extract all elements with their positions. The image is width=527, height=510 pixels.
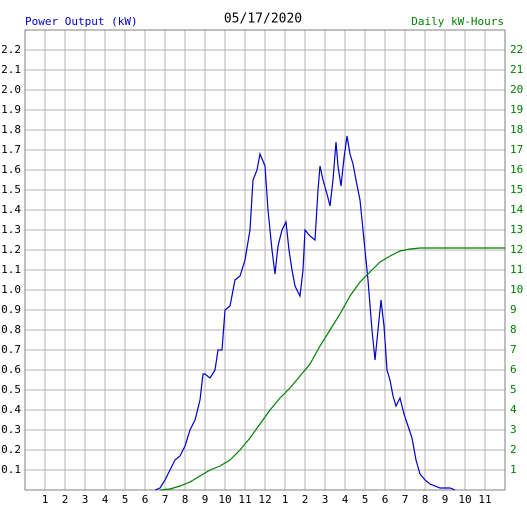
y2-tick-label: 12 <box>510 243 523 256</box>
x-tick-label: 11 <box>478 493 491 506</box>
x-tick-label: 9 <box>442 493 449 506</box>
y-tick-label: 1.2 <box>1 243 21 256</box>
y2-tick-label: 5 <box>510 383 517 396</box>
y-tick-label: 1.1 <box>1 263 21 276</box>
y2-tick-label: 14 <box>510 203 524 216</box>
y2-tick-label: 7 <box>510 343 517 356</box>
y2-tick-label: 8 <box>510 323 517 336</box>
y2-tick-label: 3 <box>510 423 517 436</box>
y-tick-label: 0.7 <box>1 343 21 356</box>
y-tick-label: 0.1 <box>1 463 21 476</box>
y2-tick-label: 15 <box>510 183 523 196</box>
series-line <box>159 247 505 491</box>
y2-tick-label: 13 <box>510 223 523 236</box>
y2-tick-label: 22 <box>510 43 523 56</box>
y-tick-label: 0.8 <box>1 323 21 336</box>
x-tick-label: 8 <box>422 493 429 506</box>
y2-tick-label: 2 <box>510 443 517 456</box>
x-tick-label: 10 <box>218 493 231 506</box>
y-tick-label: 1.6 <box>1 163 21 176</box>
y-tick-label: 1.0 <box>1 283 21 296</box>
y-tick-label: 1.3 <box>1 223 21 236</box>
x-tick-label: 12 <box>258 493 271 506</box>
y2-tick-label: 10 <box>510 283 523 296</box>
y-tick-label: 1.7 <box>1 143 21 156</box>
x-tick-label: 9 <box>202 493 209 506</box>
left-axis-title: Power Output (kW) <box>25 15 138 28</box>
y-tick-label: 1.4 <box>1 203 21 216</box>
y-tick-label: 0.3 <box>1 423 21 436</box>
x-tick-label: 4 <box>102 493 109 506</box>
right-axis-title: Daily kW-Hours <box>411 15 504 28</box>
y2-tick-label: 20 <box>510 83 523 96</box>
y-tick-label: 1.9 <box>1 103 21 116</box>
y-tick-label: 1.5 <box>1 183 21 196</box>
y-tick-label: 1.8 <box>1 123 21 136</box>
x-tick-label: 7 <box>402 493 409 506</box>
x-tick-label: 11 <box>238 493 251 506</box>
plot-border <box>24 29 506 491</box>
x-tick-label: 3 <box>82 493 89 506</box>
x-tick-label: 5 <box>362 493 369 506</box>
x-tick-label: 5 <box>122 493 129 506</box>
x-tick-label: 2 <box>62 493 69 506</box>
y-tick-label: 0.4 <box>1 403 21 416</box>
x-tick-label: 3 <box>322 493 329 506</box>
x-tick-label: 2 <box>302 493 309 506</box>
y2-tick-label: 17 <box>510 143 523 156</box>
y-tick-label: 2.0 <box>1 83 21 96</box>
y2-tick-label: 19 <box>510 103 523 116</box>
y-tick-label: 2.2 <box>1 43 21 56</box>
x-tick-label: 1 <box>282 493 289 506</box>
x-tick-label: 7 <box>162 493 169 506</box>
y2-tick-label: 11 <box>510 263 523 276</box>
x-tick-label: 1 <box>42 493 49 506</box>
y2-tick-label: 16 <box>510 163 523 176</box>
y-tick-label: 2.1 <box>1 63 21 76</box>
y2-tick-label: 1 <box>510 463 517 476</box>
x-tick-label: 6 <box>382 493 389 506</box>
y-tick-label: 0.6 <box>1 363 21 376</box>
y2-tick-label: 9 <box>510 303 517 316</box>
x-tick-label: 10 <box>458 493 471 506</box>
x-tick-label: 8 <box>182 493 189 506</box>
y2-tick-label: 21 <box>510 63 523 76</box>
y-tick-label: 0.9 <box>1 303 21 316</box>
y-tick-label: 0.5 <box>1 383 21 396</box>
x-tick-label: 6 <box>142 493 149 506</box>
y2-tick-label: 6 <box>510 363 517 376</box>
y-tick-label: 0.2 <box>1 443 21 456</box>
series-line <box>154 135 456 491</box>
y2-tick-label: 4 <box>510 403 517 416</box>
y2-tick-label: 18 <box>510 123 523 136</box>
x-tick-label: 4 <box>342 493 349 506</box>
chart-title: 05/17/2020 <box>224 12 302 27</box>
